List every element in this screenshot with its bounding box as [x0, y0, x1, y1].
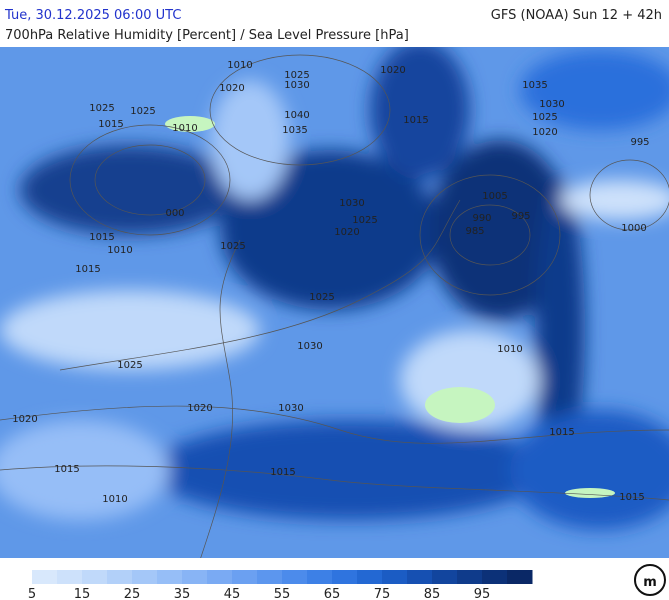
legend-swatch: [232, 570, 258, 584]
isobar-label: 1020: [334, 227, 359, 238]
isobar-label: 1015: [98, 119, 123, 130]
legend-swatch: [282, 570, 308, 584]
isobar-label: 1025: [284, 70, 309, 81]
isobar-label: 995: [630, 137, 649, 148]
legend-swatch: [457, 570, 483, 584]
isobar-label: 1025: [352, 215, 377, 226]
isobar-label: 1015: [89, 232, 114, 243]
humidity-field: [0, 47, 669, 558]
isobar-label: 1030: [297, 341, 322, 352]
isobar-label: 1025: [89, 103, 114, 114]
legend-swatch: [482, 570, 508, 584]
svg-text:m: m: [643, 575, 657, 590]
isobar-label: 1035: [282, 125, 307, 136]
isobar-label: 1020: [12, 414, 37, 425]
time-label: Tue, 30.12.2025 06:00 UTC: [4, 8, 181, 23]
legend-tick-label: 75: [374, 587, 391, 600]
isobar-label: 985: [465, 226, 484, 237]
legend-tick-label: 55: [274, 587, 291, 600]
isobar-label: 1030: [539, 99, 564, 110]
legend-tick-label: 15: [74, 587, 91, 600]
legend-swatch: [82, 570, 108, 584]
isobar-label: 990: [472, 213, 491, 224]
legend-tick-label: 35: [174, 587, 191, 600]
isobar-label: 1015: [54, 464, 79, 475]
isobar-label: 1010: [107, 245, 132, 256]
isobar-label: 1015: [619, 492, 644, 503]
isobar-label: 1020: [187, 403, 212, 414]
model-label: GFS (NOAA) Sun 12 + 42h: [491, 8, 662, 23]
legend-swatch: [132, 570, 158, 584]
header-bg: [0, 0, 669, 47]
legend-swatch: [332, 570, 358, 584]
legend-swatch: [432, 570, 458, 584]
isobar-label: 000: [165, 208, 184, 219]
isobar-label: 1025: [117, 360, 142, 371]
isobar-label: 1005: [482, 191, 507, 202]
isobar-label: 1015: [403, 115, 428, 126]
isobar-label: 1020: [380, 65, 405, 76]
legend-swatch: [382, 570, 408, 584]
legend-tick-label: 45: [224, 587, 241, 600]
legend-swatch: [32, 570, 58, 584]
isobar-label: 1025: [220, 241, 245, 252]
legend-swatch: [207, 570, 233, 584]
isobar-label: 1000: [621, 223, 646, 234]
legend-swatch: [57, 570, 83, 584]
legend-tick-label: 65: [324, 587, 341, 600]
legend-swatch: [157, 570, 183, 584]
legend-tick-label: 5: [28, 587, 36, 600]
subtitle: 700hPa Relative Humidity [Percent] / Sea…: [5, 28, 409, 43]
isobar-label: 995: [511, 211, 530, 222]
isobar-label: 1025: [130, 106, 155, 117]
isobar-label: 1030: [339, 198, 364, 209]
isobar-label: 1010: [102, 494, 127, 505]
legend-swatch: [257, 570, 283, 584]
isobar-label: 1030: [278, 403, 303, 414]
isobar-label: 1015: [270, 467, 295, 478]
isobar-label: 1035: [522, 80, 547, 91]
legend-swatch: [507, 570, 533, 584]
legend-swatch: [182, 570, 208, 584]
isobar-label: 1020: [219, 83, 244, 94]
isobar-label: 1025: [309, 292, 334, 303]
isobar-label: 1010: [172, 123, 197, 134]
legend-tick-label: 25: [124, 587, 141, 600]
isobar-label: 1040: [284, 110, 309, 121]
isobar-label: 1020: [532, 127, 557, 138]
isobar-label: 1030: [284, 80, 309, 91]
isobar-label: 1010: [227, 60, 252, 71]
legend-swatch: [307, 570, 333, 584]
legend-tick-label: 95: [474, 587, 491, 600]
isobar-label: 1025: [532, 112, 557, 123]
legend-tick-label: 85: [424, 587, 441, 600]
legend-swatch: [107, 570, 133, 584]
isobar-label: 1010: [497, 344, 522, 355]
isobar-label: 1015: [549, 427, 574, 438]
legend-swatch: [357, 570, 383, 584]
legend-swatch: [407, 570, 433, 584]
isobar-label: 1015: [75, 264, 100, 275]
logo: m: [634, 564, 666, 596]
